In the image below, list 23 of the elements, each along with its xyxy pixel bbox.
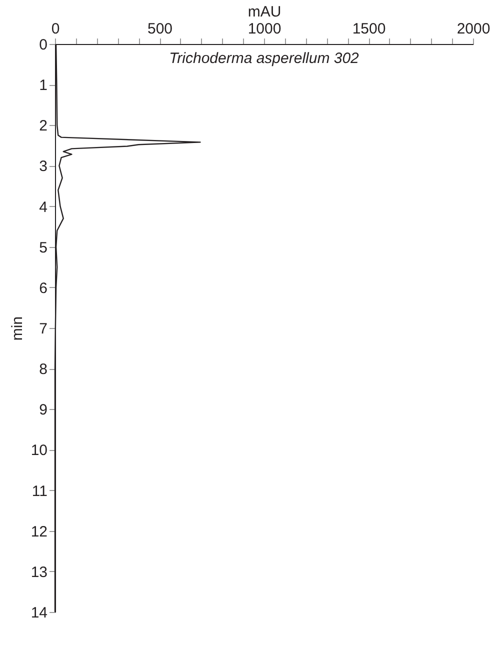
y-tick-label: 14 (30, 604, 48, 622)
y-tick-label: 3 (39, 158, 48, 176)
y-tick-label: 10 (30, 442, 48, 460)
y-tick-label: 9 (39, 402, 48, 419)
y-tick-label: 2 (39, 118, 48, 135)
x-tick-label: 0 (51, 20, 60, 38)
y-tick-label: 13 (30, 564, 48, 581)
y-tick-label: 5 (39, 239, 48, 256)
x-axis-title: mAU (248, 4, 282, 20)
x-tick-label: 500 (147, 20, 173, 38)
y-tick-label: 6 (39, 280, 48, 297)
y-tick-label: 4 (39, 198, 48, 216)
annotation: Trichoderma asperellum 302 (169, 50, 360, 67)
y-tick-label: 7 (39, 320, 48, 338)
x-tick-label: 1500 (352, 20, 386, 38)
y-tick-label: 11 (32, 482, 48, 500)
y-tick-label: 8 (39, 361, 48, 378)
y-axis-title: min (8, 316, 26, 341)
y-tick-label: 1 (39, 77, 48, 94)
x-tick-label: 1000 (248, 20, 282, 38)
y-tick-label: 0 (39, 36, 48, 54)
x-tick-label: 2000 (456, 20, 490, 38)
y-tick-label: 12 (30, 523, 48, 540)
